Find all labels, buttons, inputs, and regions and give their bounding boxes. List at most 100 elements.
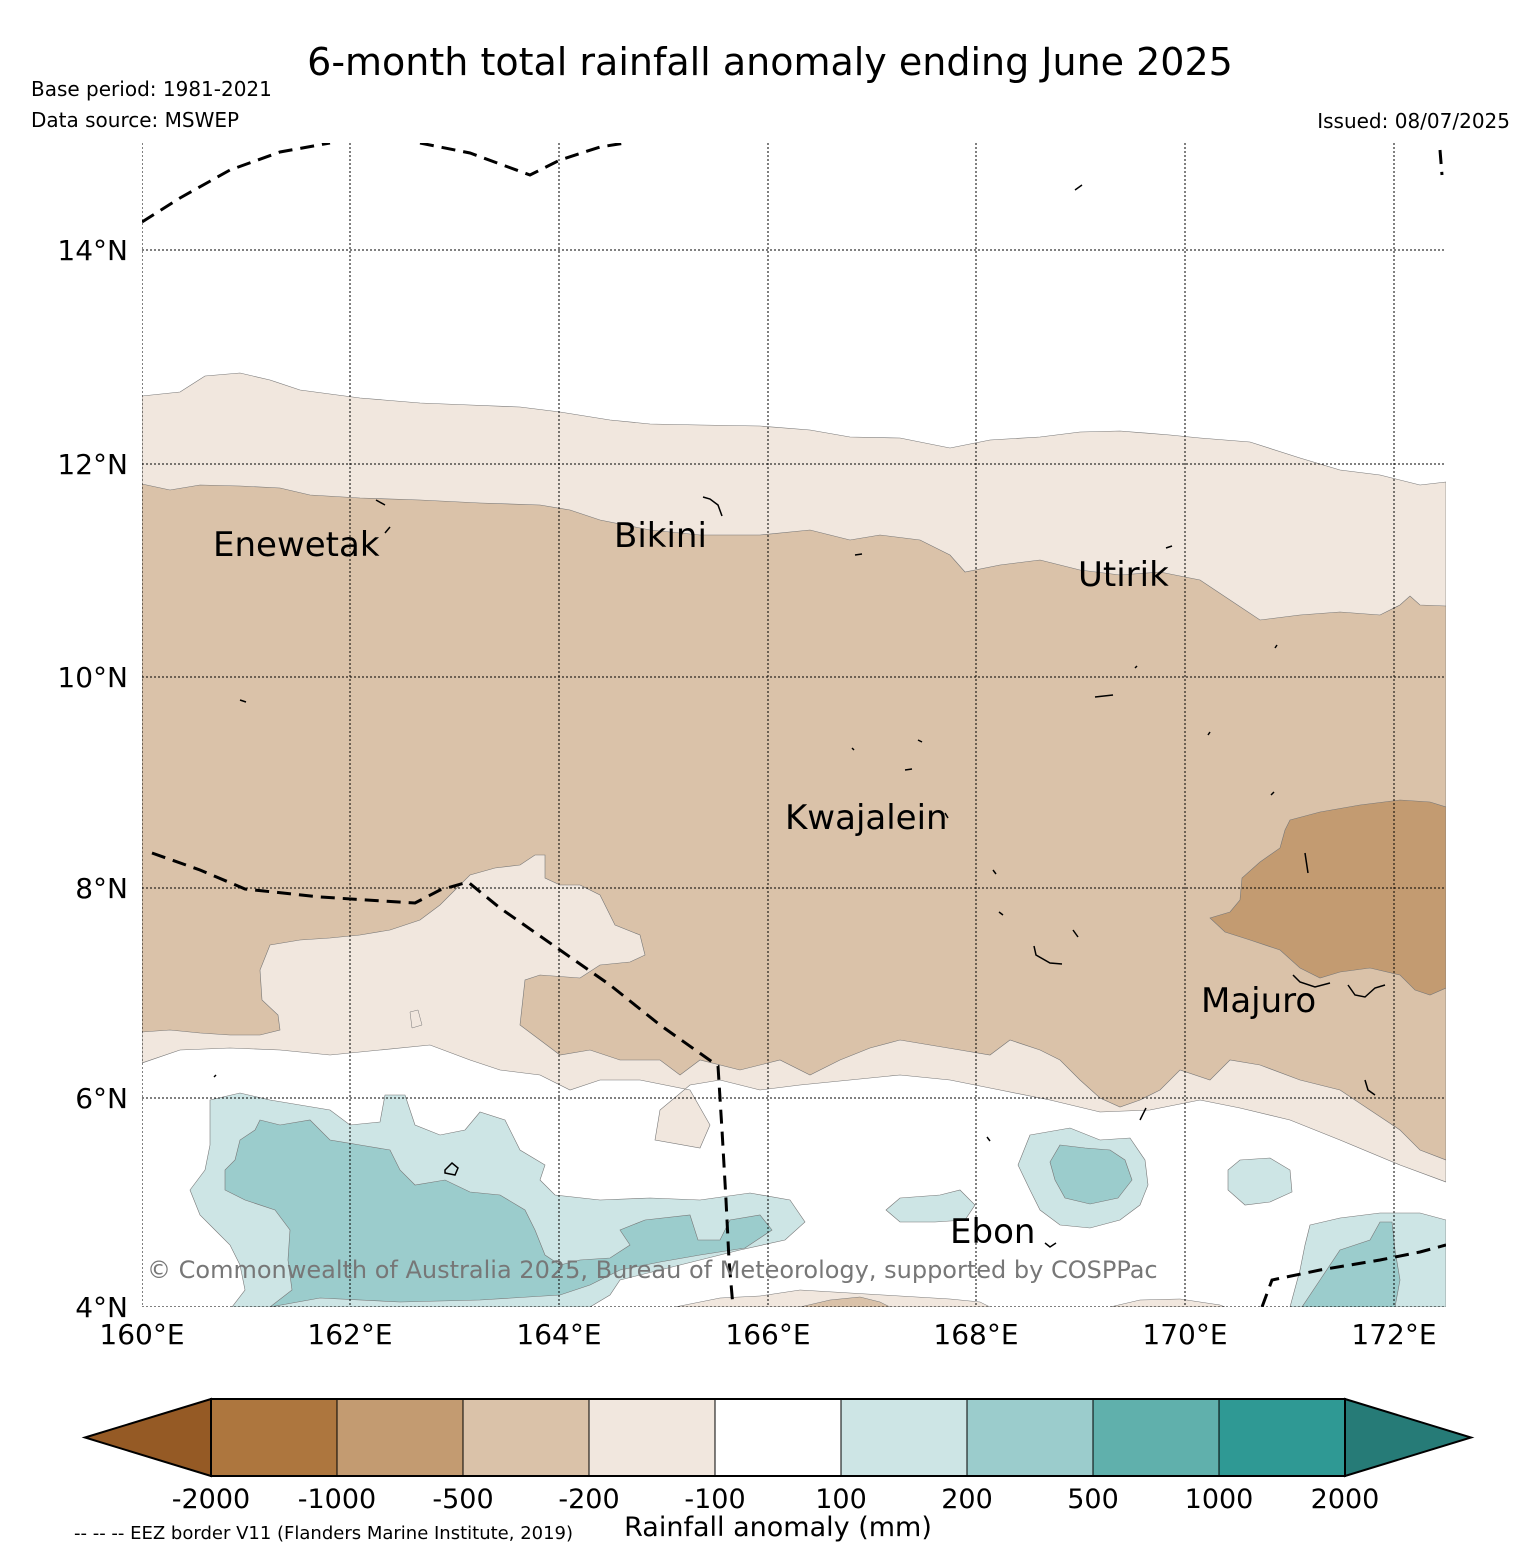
- island-outline: [1292, 974, 1331, 988]
- colorbar-tick-label: -500: [432, 1484, 493, 1515]
- map-title: 6-month total rainfall anomaly ending Ju…: [307, 40, 1233, 84]
- copyright-notice: © Commonwealth of Australia 2025, Bureau…: [147, 1256, 1158, 1284]
- anomaly-region-south-edge-dark: [799, 1296, 891, 1307]
- colorbar-tick-label: 500: [1067, 1484, 1119, 1515]
- colorbar-segment: [840, 1398, 968, 1477]
- lon-label: 168°E: [933, 1318, 1018, 1351]
- anomaly-region-plus200-center: [1049, 1144, 1133, 1205]
- base-period-label: Base period: 1981-2021: [31, 77, 272, 101]
- colorbar-outline: [210, 1398, 1346, 1477]
- place-label-kwajalein: Kwajalein: [785, 798, 948, 838]
- anomaly-region-south-edge-east: [1109, 1298, 1226, 1307]
- anomaly-region-minus200: [142, 483, 1446, 1161]
- place-label-enewetak: Enewetak: [213, 525, 380, 565]
- island-outline: [1364, 1079, 1376, 1096]
- colorbar-segment: [1218, 1398, 1346, 1477]
- eez-border-line: [1438, 149, 1444, 176]
- island-outline: [444, 1161, 459, 1176]
- island-outline: [375, 499, 386, 506]
- anomaly-region-south-edge: [674, 1289, 991, 1307]
- colorbar-segment: [966, 1398, 1094, 1477]
- lat-label: 14°N: [57, 234, 128, 267]
- colorbar-tick-label: -2000: [172, 1484, 250, 1515]
- island-outline: [1347, 984, 1386, 998]
- island-outline: [1074, 184, 1083, 191]
- colorbar-tick-label: 2000: [1311, 1484, 1380, 1515]
- lon-label: 164°E: [516, 1318, 601, 1351]
- latitude-labels: 14°N 12°N 10°N 8°N 6°N 4°N: [57, 234, 128, 1324]
- colorbar-tick-label: 100: [815, 1484, 867, 1515]
- lat-label: 8°N: [75, 872, 128, 905]
- colorbar-segment: [1092, 1398, 1220, 1477]
- map-plot-area: Enewetak Bikini Utirik Kwajalein Majuro …: [142, 143, 1446, 1307]
- island-outline: [1270, 791, 1275, 796]
- anomaly-region-minus500: [1209, 799, 1446, 996]
- lat-label: 10°N: [57, 661, 128, 694]
- island-outline: [992, 869, 997, 875]
- island-outline: [904, 768, 913, 771]
- island-outline: [1134, 665, 1138, 669]
- colorbar-segment: [588, 1398, 716, 1477]
- eez-border-legend-note: -- -- -- EEZ border V11 (Flanders Marine…: [74, 1523, 574, 1544]
- island-outline: [702, 496, 723, 517]
- eez-border-line: [419, 143, 626, 177]
- island-outline: [854, 553, 863, 556]
- island-outline: [1207, 731, 1211, 736]
- colorbar-label: Rainfall anomaly (mm): [624, 1512, 932, 1543]
- colorbar-tick-label: -1000: [298, 1484, 376, 1515]
- island-outline: [239, 699, 247, 703]
- island-outline: [917, 739, 923, 743]
- island-outline: [944, 812, 949, 819]
- colorbar-tick-label: 200: [941, 1484, 993, 1515]
- colorbar-extend-low: [81, 1397, 212, 1478]
- island-outline: [986, 1136, 991, 1142]
- island-outline: [1304, 852, 1309, 874]
- anomaly-region-plus200-southeast: [1301, 1221, 1401, 1307]
- place-label-majuro: Majuro: [1201, 981, 1316, 1021]
- lat-label: 6°N: [75, 1082, 128, 1115]
- lon-label: 162°E: [307, 1318, 392, 1351]
- data-source-label: Data source: MSWEP: [31, 108, 240, 132]
- island-outline: [851, 747, 855, 751]
- anomaly-region-plus100-east: [1227, 1157, 1293, 1206]
- eez-border-line: [142, 143, 331, 224]
- lon-label: 160°E: [99, 1318, 184, 1351]
- lat-label: 12°N: [57, 448, 128, 481]
- anomaly-region-plus100-ebon: [885, 1189, 976, 1223]
- island-outline: [1072, 929, 1079, 938]
- lon-label: 166°E: [725, 1318, 810, 1351]
- colorbar-segment: [336, 1398, 464, 1477]
- lon-label: 170°E: [1142, 1318, 1227, 1351]
- island-outline: [1274, 644, 1278, 649]
- place-label-bikini: Bikini: [614, 516, 707, 556]
- graticule: [142, 143, 1446, 1307]
- eez-border-line: [151, 851, 735, 1307]
- island-outlines: [213, 184, 1386, 1248]
- colorbar-segment: [714, 1398, 842, 1477]
- island-outline: [998, 911, 1004, 916]
- eez-border: [142, 143, 1446, 1307]
- issued-date-label: Issued: 08/07/2025: [1317, 109, 1510, 133]
- colorbar-segment: [210, 1398, 338, 1477]
- place-label-ebon: Ebon: [950, 1212, 1035, 1252]
- colorbar: -2000 -1000 -500 -200 -100 100 200 500 1000 2000: [81, 1397, 1475, 1515]
- longitude-labels: 160°E 162°E 164°E 166°E 168°E 170°E 172°…: [99, 1318, 1436, 1351]
- colorbar-tick-label: 1000: [1185, 1484, 1254, 1515]
- colorbar-extend-high: [1344, 1397, 1475, 1478]
- eez-border-line: [1260, 1243, 1446, 1307]
- lon-label: 172°E: [1351, 1318, 1436, 1351]
- island-outline: [1044, 1242, 1057, 1248]
- island-outline: [1139, 1107, 1147, 1121]
- colorbar-segment: [462, 1398, 590, 1477]
- place-label-utirik: Utirik: [1078, 555, 1169, 595]
- lat-label: 4°N: [75, 1291, 128, 1324]
- colorbar-tick-label: -200: [558, 1484, 619, 1515]
- island-outline: [213, 1074, 217, 1078]
- anomaly-region-plus200-west: [224, 1119, 773, 1307]
- anomaly-region-minus200-islet: [409, 1009, 423, 1029]
- island-outline: [1165, 545, 1173, 549]
- island-outline: [1033, 945, 1063, 965]
- colorbar-tick-label: -100: [684, 1484, 745, 1515]
- island-outline: [1094, 694, 1114, 698]
